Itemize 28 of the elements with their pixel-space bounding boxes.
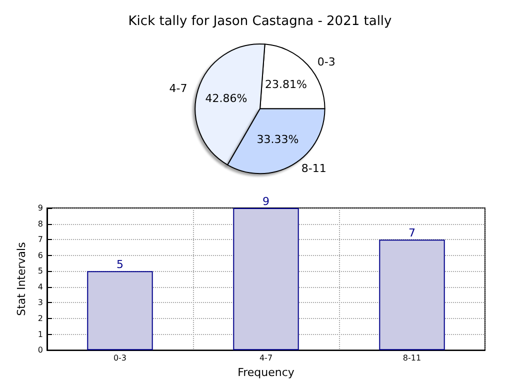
data-label: 5 <box>116 258 124 272</box>
bar <box>379 240 445 350</box>
data-label: 9 <box>262 195 270 208</box>
y-tick-label: 3 <box>38 298 43 308</box>
slice-label: 8-11 <box>301 162 326 175</box>
slice-label: 0-3 <box>317 56 336 69</box>
y-tick-label: 2 <box>38 314 43 324</box>
slice-label: 4-7 <box>169 82 188 96</box>
y-axis-title: Stat Intervals <box>15 242 28 316</box>
data-label: 33.33% <box>256 132 299 146</box>
x-axis-title: Frequency <box>238 366 295 379</box>
data-label: 23.81% <box>264 78 307 92</box>
y-tick-label: 6 <box>38 250 43 260</box>
bar <box>87 271 153 350</box>
y-tick-label: 7 <box>38 235 43 244</box>
x-tick-label: 0-3 <box>113 354 127 363</box>
y-tick-label: 0 <box>38 346 43 355</box>
y-tick-label: 9 <box>38 204 43 212</box>
x-tick-label: 8-11 <box>402 354 422 363</box>
chart-title: Kick tally for Jason Castagna - 2021 tally <box>128 14 392 29</box>
y-tick-label: 5 <box>38 266 43 276</box>
y-tick-label: 4 <box>38 282 43 292</box>
x-tick-label: 4-7 <box>259 354 273 363</box>
y-tick-label: 8 <box>38 219 43 228</box>
data-label: 42.86% <box>205 92 248 105</box>
y-tick-label: 1 <box>38 330 43 339</box>
data-label: 7 <box>408 226 416 240</box>
bar <box>233 208 299 350</box>
